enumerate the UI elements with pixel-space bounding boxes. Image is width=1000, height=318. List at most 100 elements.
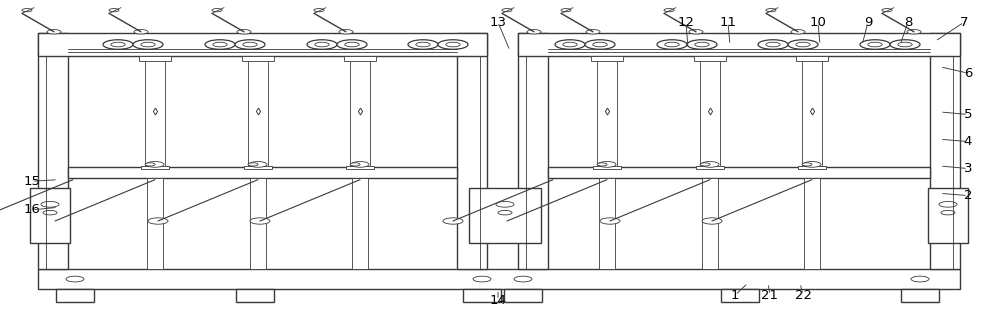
Bar bbox=[928, 188, 968, 243]
Bar bbox=[593, 166, 621, 169]
Circle shape bbox=[111, 42, 125, 47]
Text: 8: 8 bbox=[904, 16, 912, 29]
Circle shape bbox=[498, 211, 512, 215]
Circle shape bbox=[243, 42, 257, 47]
Circle shape bbox=[555, 40, 585, 49]
Circle shape bbox=[907, 30, 921, 34]
Circle shape bbox=[593, 42, 607, 47]
Circle shape bbox=[109, 9, 119, 12]
Circle shape bbox=[701, 162, 719, 167]
Circle shape bbox=[563, 42, 577, 47]
Circle shape bbox=[941, 211, 955, 215]
Text: 21: 21 bbox=[762, 289, 778, 301]
Circle shape bbox=[103, 40, 133, 49]
Circle shape bbox=[788, 40, 818, 49]
Circle shape bbox=[314, 9, 324, 12]
Bar bbox=[30, 188, 70, 243]
Circle shape bbox=[802, 163, 812, 166]
Text: 7: 7 bbox=[960, 16, 968, 29]
Bar bbox=[591, 56, 623, 61]
Circle shape bbox=[702, 218, 722, 224]
Bar bbox=[901, 289, 939, 302]
Bar bbox=[930, 33, 960, 269]
Circle shape bbox=[446, 42, 460, 47]
Circle shape bbox=[205, 40, 235, 49]
Bar bbox=[702, 178, 718, 269]
Circle shape bbox=[882, 9, 892, 12]
Circle shape bbox=[665, 42, 679, 47]
Circle shape bbox=[898, 42, 912, 47]
Bar bbox=[802, 56, 822, 167]
Bar bbox=[147, 178, 163, 269]
Bar bbox=[38, 33, 68, 269]
Circle shape bbox=[41, 202, 59, 207]
Circle shape bbox=[791, 30, 805, 34]
Circle shape bbox=[687, 40, 717, 49]
Circle shape bbox=[145, 163, 155, 166]
Circle shape bbox=[249, 162, 267, 167]
Text: 22: 22 bbox=[794, 289, 812, 301]
Circle shape bbox=[600, 218, 620, 224]
Text: 10: 10 bbox=[810, 16, 826, 29]
Circle shape bbox=[22, 9, 32, 12]
Bar bbox=[599, 178, 615, 269]
Circle shape bbox=[689, 30, 703, 34]
Bar bbox=[346, 166, 374, 169]
Circle shape bbox=[337, 40, 367, 49]
Circle shape bbox=[213, 42, 227, 47]
Bar bbox=[518, 33, 548, 269]
Circle shape bbox=[443, 218, 463, 224]
Circle shape bbox=[45, 218, 65, 224]
Circle shape bbox=[237, 30, 251, 34]
Bar bbox=[518, 33, 960, 56]
Bar bbox=[248, 56, 268, 167]
Circle shape bbox=[796, 42, 810, 47]
Circle shape bbox=[502, 9, 512, 12]
Bar bbox=[344, 56, 376, 61]
Text: 16: 16 bbox=[24, 204, 40, 216]
Bar bbox=[696, 166, 724, 169]
Circle shape bbox=[939, 202, 957, 207]
Circle shape bbox=[497, 218, 517, 224]
Circle shape bbox=[868, 42, 882, 47]
Text: 9: 9 bbox=[864, 16, 872, 29]
Circle shape bbox=[860, 40, 890, 49]
Circle shape bbox=[47, 30, 61, 34]
Bar bbox=[700, 56, 720, 167]
Text: 5: 5 bbox=[964, 108, 972, 121]
Circle shape bbox=[803, 162, 821, 167]
Circle shape bbox=[43, 211, 57, 215]
Bar bbox=[139, 56, 171, 61]
Circle shape bbox=[416, 42, 430, 47]
Circle shape bbox=[250, 218, 270, 224]
Text: 2: 2 bbox=[964, 189, 972, 202]
Circle shape bbox=[345, 42, 359, 47]
Circle shape bbox=[911, 276, 929, 282]
Bar bbox=[457, 33, 487, 269]
Text: 14: 14 bbox=[490, 294, 506, 307]
Circle shape bbox=[438, 40, 468, 49]
Circle shape bbox=[315, 42, 329, 47]
Bar bbox=[721, 289, 759, 302]
Circle shape bbox=[339, 30, 353, 34]
Circle shape bbox=[473, 276, 491, 282]
Circle shape bbox=[527, 30, 541, 34]
Circle shape bbox=[134, 30, 148, 34]
Bar bbox=[548, 167, 930, 178]
Circle shape bbox=[766, 9, 776, 12]
Circle shape bbox=[597, 163, 607, 166]
Bar bbox=[597, 56, 617, 167]
Text: 13: 13 bbox=[490, 16, 507, 29]
Bar bbox=[38, 33, 487, 56]
Circle shape bbox=[585, 40, 615, 49]
Bar bbox=[352, 178, 368, 269]
Text: 4: 4 bbox=[964, 135, 972, 148]
Circle shape bbox=[146, 162, 164, 167]
Bar bbox=[244, 166, 272, 169]
Circle shape bbox=[758, 40, 788, 49]
Text: 11: 11 bbox=[720, 16, 736, 29]
Bar bbox=[469, 188, 541, 243]
Circle shape bbox=[496, 202, 514, 207]
Circle shape bbox=[700, 163, 710, 166]
Circle shape bbox=[514, 276, 532, 282]
